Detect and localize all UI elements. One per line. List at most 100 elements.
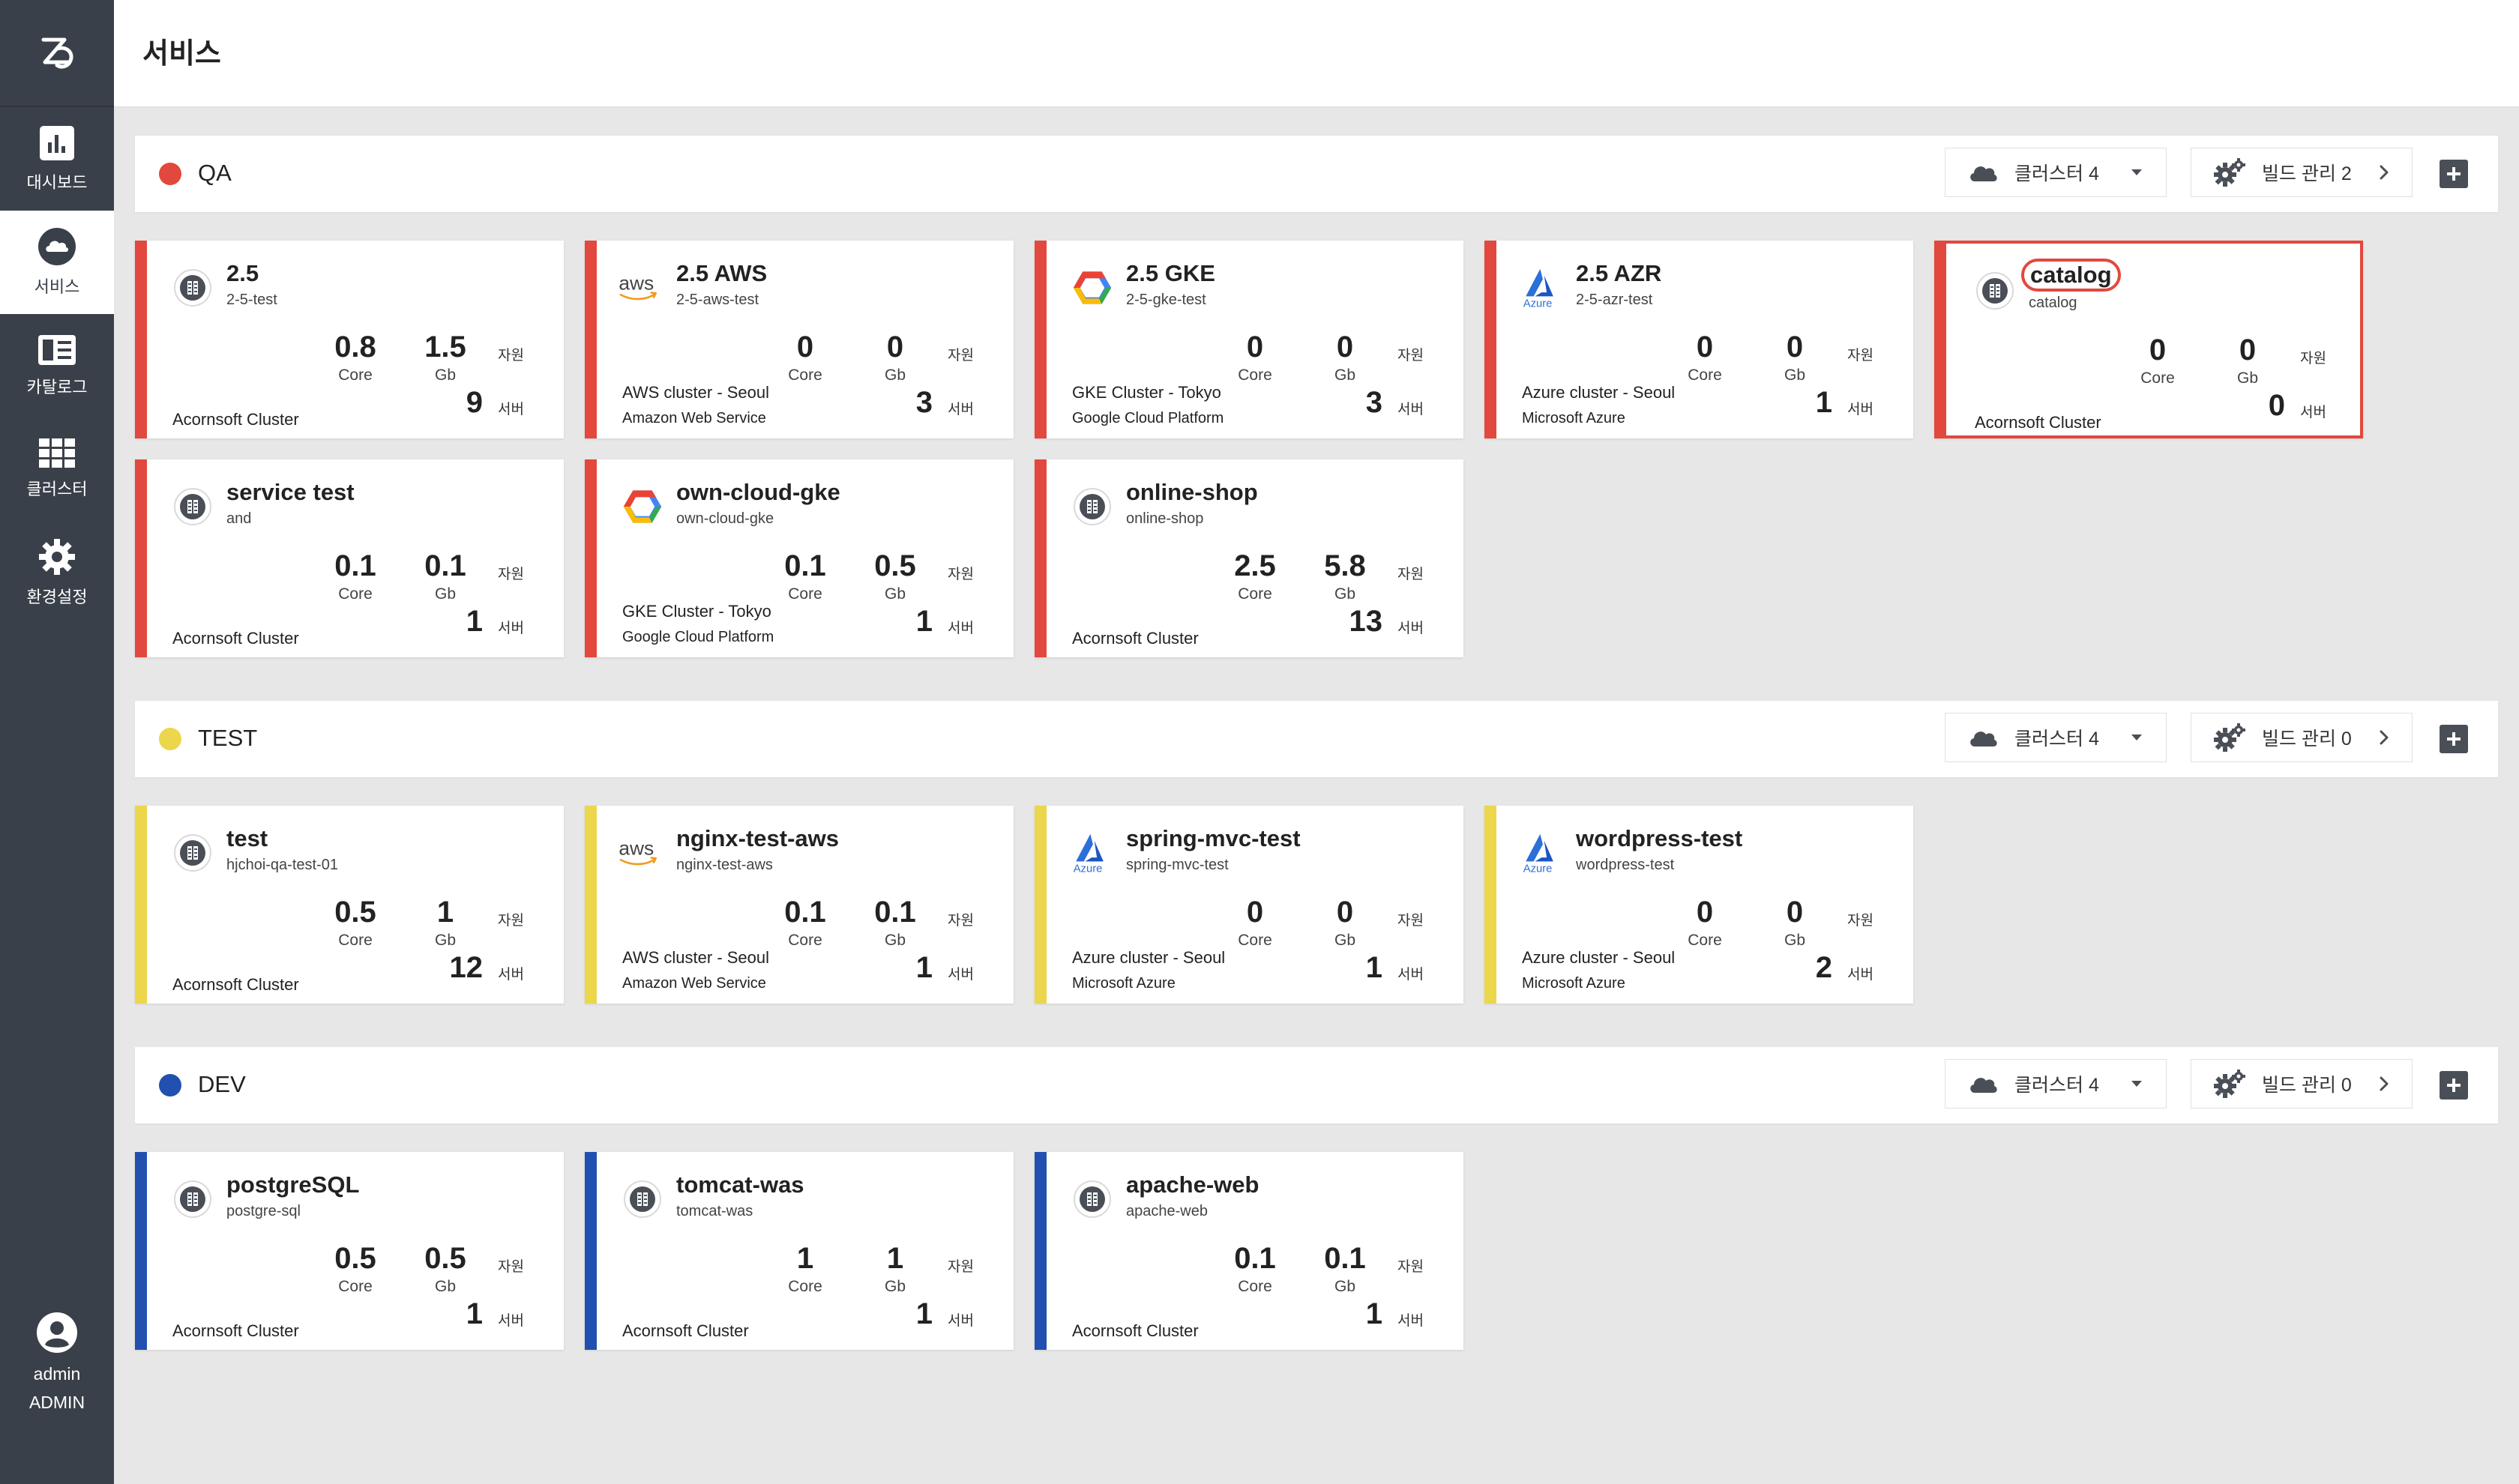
caret-down-icon: [2131, 1081, 2142, 1087]
service-name: 2.5 AWS: [676, 260, 768, 286]
catalog-icon: [38, 335, 76, 365]
service-name: apache-web: [1126, 1171, 1260, 1198]
core-value: 0.1: [334, 549, 376, 582]
gb-unit: Gb: [1784, 367, 1805, 384]
service-card[interactable]: Azure wordpress-test wordpress-test 0 Co…: [1484, 806, 1913, 1004]
cluster-name: GKE Cluster - Tokyo: [1072, 383, 1221, 402]
grid-icon: [39, 438, 75, 468]
service-name: test: [226, 825, 268, 851]
cluster-dropdown[interactable]: 클러스터 4: [1945, 1059, 2167, 1109]
sidebar-item-settings[interactable]: 환경설정: [0, 521, 114, 624]
add-service-button[interactable]: [2440, 1071, 2468, 1100]
environment-stripe: [1035, 1152, 1047, 1350]
add-service-button[interactable]: [2440, 160, 2468, 188]
server-label: 서버: [948, 967, 974, 983]
service-card[interactable]: tomcat-was tomcat-was 1 Core 1 Gb 자원 1 서…: [585, 1152, 1014, 1350]
resource-label: 자원: [1397, 567, 1424, 582]
gb-unit: Gb: [1784, 932, 1805, 949]
service-card[interactable]: postgreSQL postgre-sql 0.5 Core 0.5 Gb 자…: [135, 1152, 564, 1350]
gb-unit: Gb: [1334, 932, 1355, 949]
service-name: 2.5 GKE: [1126, 260, 1215, 286]
server-count: 0: [2268, 389, 2285, 422]
core-unit: Core: [1238, 367, 1272, 384]
provider-name: Google Cloud Platform: [1072, 410, 1224, 426]
core-value: 0.5: [334, 1242, 376, 1275]
azure-logo-icon: Azure: [1074, 833, 1104, 875]
cluster-name: AWS cluster - Seoul: [622, 948, 770, 967]
provider-name: Microsoft Azure: [1522, 410, 1625, 426]
resource-label: 자원: [1397, 913, 1424, 929]
user-profile[interactable]: admin ADMIN: [0, 1312, 114, 1417]
service-card[interactable]: test hjchoi-qa-test-01 0.5 Core 1 Gb 자원 …: [135, 806, 564, 1004]
server-count: 1: [915, 605, 933, 638]
service-card[interactable]: catalog catalog 0 Core 0 Gb 자원 0 서버 Acor…: [1934, 241, 2363, 438]
core-unit: Core: [338, 367, 373, 384]
environment-stripe: [1484, 241, 1496, 438]
cluster-dropdown[interactable]: 클러스터 4: [1945, 148, 2167, 197]
provider-logo: [1072, 486, 1113, 527]
service-card[interactable]: Azure spring-mvc-test spring-mvc-test 0 …: [1035, 806, 1463, 1004]
sidebar-item-dashboard[interactable]: 대시보드: [0, 107, 114, 211]
cluster-name: GKE Cluster - Tokyo: [622, 602, 771, 621]
service-card[interactable]: online-shop online-shop 2.5 Core 5.8 Gb …: [1035, 459, 1463, 657]
service-card[interactable]: 2.5 2-5-test 0.8 Core 1.5 Gb 자원 9 서버 Aco…: [135, 241, 564, 438]
core-value: 0: [2149, 334, 2167, 367]
service-id: 2-5-azr-test: [1576, 292, 1653, 308]
gb-unit: Gb: [884, 367, 906, 384]
provider-logo: [1072, 268, 1113, 308]
provider-logo: [1975, 271, 2015, 311]
service-card[interactable]: own-cloud-gke own-cloud-gke 0.1 Core 0.5…: [585, 459, 1014, 657]
cluster-dropdown[interactable]: 클러스터 4: [1945, 713, 2167, 762]
server-count: 2: [1815, 951, 1832, 984]
service-name: own-cloud-gke: [676, 479, 840, 505]
environment-stripe: [135, 241, 147, 438]
app-logo-icon: [41, 37, 73, 68]
service-card[interactable]: service test and 0.1 Core 0.1 Gb 자원 1 서버…: [135, 459, 564, 657]
service-id: catalog: [2029, 295, 2077, 311]
app-logo[interactable]: [0, 0, 114, 107]
build-management-button[interactable]: 빌드 관리 0: [2191, 1059, 2413, 1109]
build-count-label: 빌드 관리 0: [2262, 1075, 2352, 1096]
build-management-button[interactable]: 빌드 관리 2: [2191, 148, 2413, 197]
server-count: 1: [1365, 1297, 1382, 1330]
environment-stripe: [585, 459, 597, 657]
gb-unit: Gb: [1334, 367, 1355, 384]
sidebar-item-service[interactable]: 서비스: [0, 211, 114, 314]
core-value: 0.1: [784, 549, 826, 582]
chevron-right-icon: [2380, 1076, 2389, 1091]
environment-stripe: [1035, 459, 1047, 657]
service-id: apache-web: [1126, 1203, 1208, 1219]
sidebar-item-cluster[interactable]: 클러스터: [0, 417, 114, 521]
resource-label: 자원: [1397, 1259, 1424, 1275]
sidebar: 대시보드 서비스 카탈로그 클러스터: [0, 0, 114, 1484]
core-value: 2.5: [1234, 549, 1276, 582]
service-id: online-shop: [1126, 510, 1204, 527]
service-card[interactable]: aws nginx-test-aws nginx-test-aws 0.1 Co…: [585, 806, 1014, 1004]
gb-unit: Gb: [434, 1278, 456, 1295]
server-label: 서버: [1397, 402, 1424, 417]
service-id: postgre-sql: [226, 1203, 301, 1219]
chevron-right-icon: [2380, 730, 2389, 745]
cluster-name: Azure cluster - Seoul: [1522, 383, 1676, 402]
service-card[interactable]: Azure 2.5 AZR 2-5-azr-test 0 Core 0 Gb 자…: [1484, 241, 1913, 438]
build-management-button[interactable]: 빌드 관리 0: [2191, 713, 2413, 762]
acornsoft-icon: [174, 269, 211, 307]
gb-value: 0: [1336, 896, 1354, 929]
azure-logo-icon: Azure: [1523, 268, 1553, 310]
azure-logo-icon: Azure: [1523, 833, 1553, 875]
service-card[interactable]: apache-web apache-web 0.1 Core 0.1 Gb 자원…: [1035, 1152, 1463, 1350]
section-status-dot: [159, 728, 181, 750]
svg-text:Azure: Azure: [1523, 863, 1553, 875]
core-value: 0.1: [784, 896, 826, 929]
resource-label: 자원: [1847, 348, 1874, 364]
gears-icon: [2214, 158, 2245, 187]
sidebar-item-catalog[interactable]: 카탈로그: [0, 314, 114, 417]
service-card[interactable]: aws 2.5 AWS 2-5-aws-test 0 Core 0 Gb 자원 …: [585, 241, 1014, 438]
gears-icon: [2214, 723, 2245, 752]
gb-value: 0.1: [1324, 1242, 1366, 1275]
resource-label: 자원: [1847, 913, 1874, 929]
add-service-button[interactable]: [2440, 725, 2468, 753]
service-name: wordpress-test: [1576, 825, 1743, 851]
service-card[interactable]: 2.5 GKE 2-5-gke-test 0 Core 0 Gb 자원 3 서버…: [1035, 241, 1463, 438]
service-name: service test: [226, 479, 355, 505]
